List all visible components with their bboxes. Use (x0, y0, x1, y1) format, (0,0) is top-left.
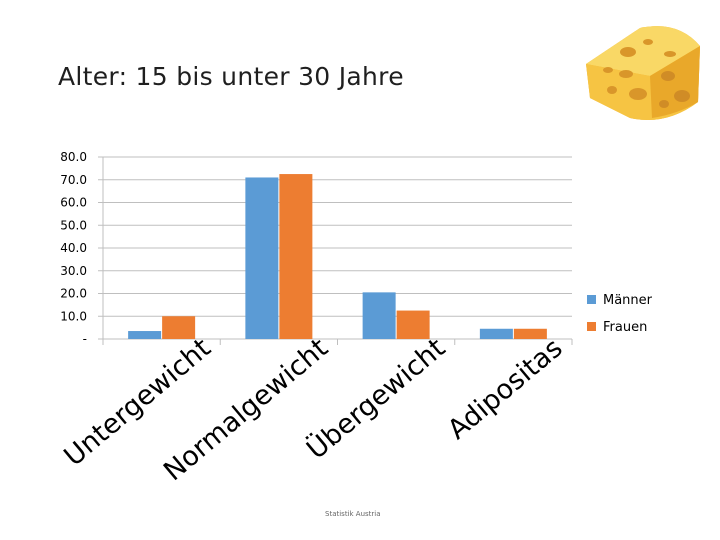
y-tick-label: 80.0 (60, 150, 87, 164)
bar-frauen-1 (162, 316, 196, 339)
y-tick-label: 30.0 (60, 264, 87, 278)
bar-männer-4 (479, 328, 513, 339)
bar-frauen-4 (513, 328, 547, 339)
cheese-wedge-icon (586, 26, 700, 121)
chart-title: Alter: 15 bis unter 30 Jahre (58, 62, 404, 91)
legend-swatch-frauen (587, 322, 596, 331)
bar-frauen-3 (396, 310, 430, 339)
legend-swatch-männer (587, 295, 596, 304)
bar-männer-3 (362, 292, 396, 339)
y-tick-label: - (83, 332, 87, 346)
source-note: Statistik Austria (325, 510, 381, 518)
bar-männer-1 (128, 331, 162, 339)
bar-frauen-2 (279, 174, 313, 339)
y-tick-label: 40.0 (60, 241, 87, 255)
legend-label: Männer (603, 293, 653, 308)
y-tick-label: 70.0 (60, 173, 87, 187)
bar-männer-2 (245, 177, 279, 339)
y-tick-label: 10.0 (60, 309, 87, 323)
y-tick-label: 20.0 (60, 287, 87, 301)
category-label: Adipositas (442, 333, 568, 446)
y-tick-label: 60.0 (60, 196, 87, 210)
legend-label: Frauen (603, 320, 647, 335)
y-tick-label: 50.0 (60, 218, 87, 232)
